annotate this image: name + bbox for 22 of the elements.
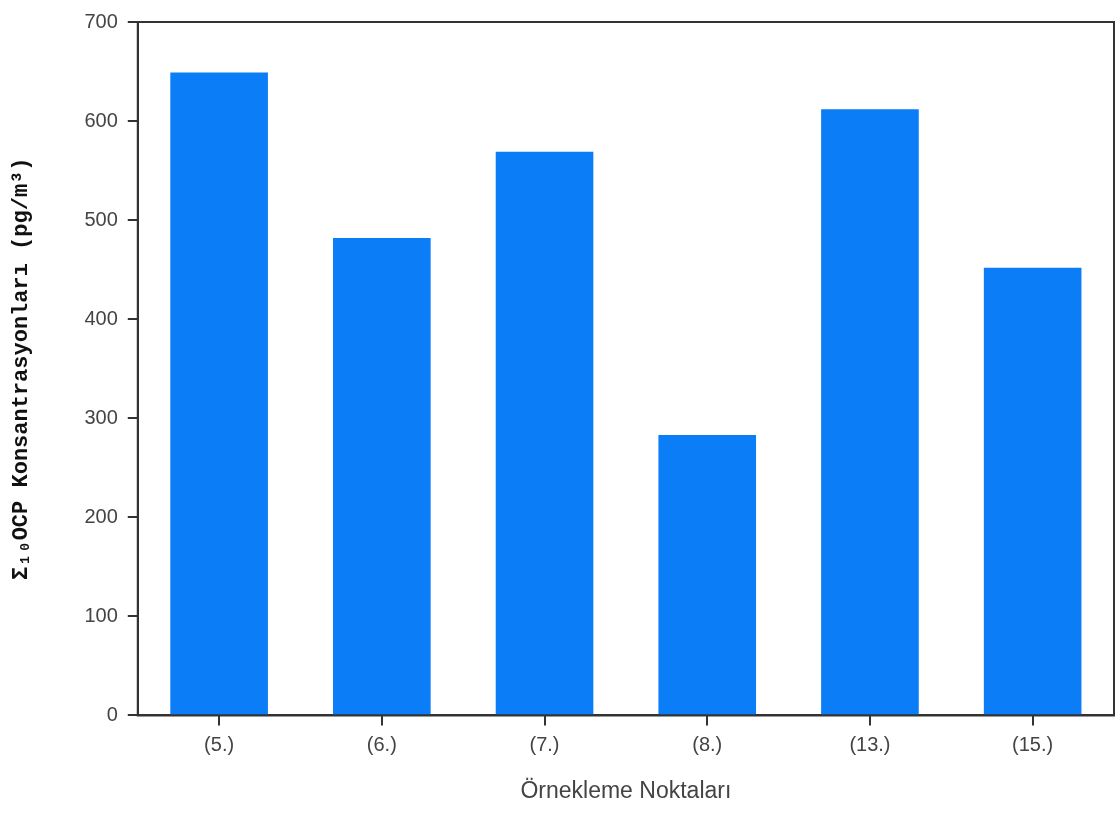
bar	[983, 267, 1082, 715]
bar	[658, 435, 757, 715]
y-tick-label: 700	[84, 9, 118, 32]
y-tick-label: 300	[84, 405, 118, 428]
y-tick-label: 600	[84, 108, 118, 131]
x-tick-label: (8.)	[692, 732, 723, 755]
bar	[333, 237, 431, 715]
x-tick-label: (6.)	[366, 732, 397, 755]
x-tick-label: (15.)	[1012, 732, 1054, 755]
y-tick-label: 100	[84, 603, 118, 626]
x-tick-label: (13.)	[849, 732, 891, 755]
y-axis-title: Σ₁₀OCP Konsantrasyonları (pg/m³)	[8, 157, 34, 580]
x-tick-label: (5.)	[204, 732, 235, 755]
bar	[495, 151, 594, 715]
x-axis-title: Örnekleme Noktaları	[520, 776, 732, 803]
y-tick-label: 0	[106, 702, 118, 725]
y-tick-label: 400	[84, 306, 118, 329]
y-tick-label: 500	[84, 207, 118, 230]
y-tick-label: 200	[84, 504, 118, 527]
x-tick-label: (7.)	[529, 732, 560, 755]
bar	[170, 72, 268, 715]
bar	[821, 109, 919, 715]
